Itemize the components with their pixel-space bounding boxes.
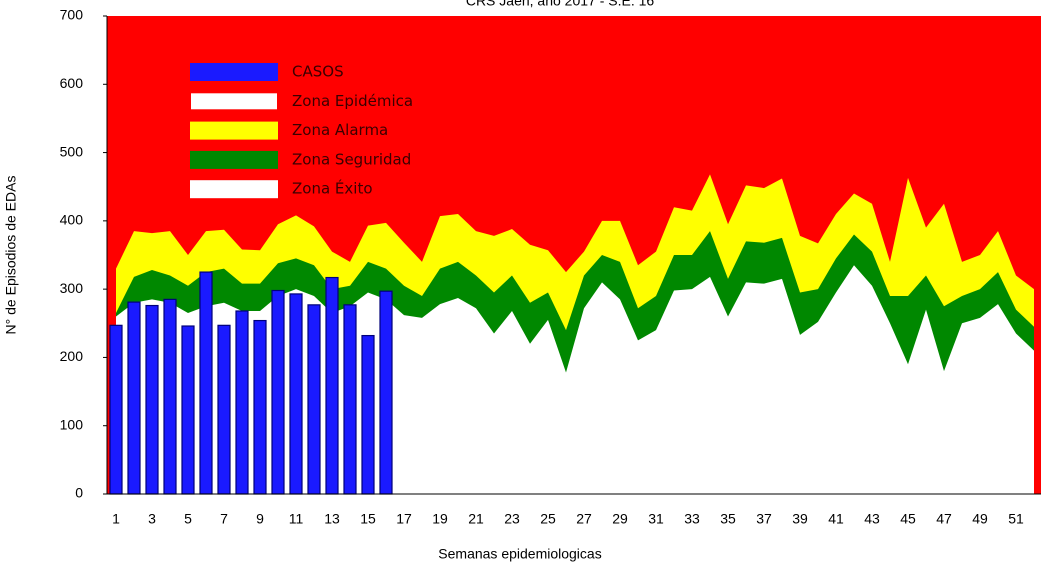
x-tick-label: 49 [972, 511, 988, 527]
x-tick-label: 17 [396, 511, 412, 527]
x-tick-label: 19 [432, 511, 448, 527]
x-axis-label: Semanas epidemiologicas [438, 546, 601, 562]
bar [235, 310, 249, 495]
y-axis-label: N° de Episodios de EDAs [3, 176, 19, 335]
x-tick-label: 31 [648, 511, 664, 527]
x-tick-label: 5 [184, 511, 192, 527]
legend-label: Zona Éxito [292, 179, 373, 198]
y-tick-label: 0 [75, 485, 83, 501]
bar [199, 271, 213, 495]
x-tick-label: 13 [324, 511, 340, 527]
x-tick-label: 9 [256, 511, 264, 527]
bar [325, 276, 339, 495]
x-tick-label: 35 [720, 511, 736, 527]
legend-label: Zona Alarma [292, 121, 388, 139]
bar [145, 304, 159, 495]
x-tick-label: 41 [828, 511, 844, 527]
x-tick-label: 11 [289, 511, 304, 527]
y-tick-label: 200 [60, 348, 84, 364]
x-tick-label: 29 [612, 511, 628, 527]
x-tick-label: 39 [792, 511, 808, 527]
bar [379, 290, 393, 495]
bar [343, 304, 357, 495]
legend-swatch [190, 121, 278, 140]
bar [181, 325, 195, 495]
y-tick-label: 600 [60, 75, 84, 91]
bar [127, 301, 141, 495]
legend-swatch [190, 150, 278, 169]
y-tick-label: 100 [60, 416, 84, 432]
y-tick-label: 300 [60, 280, 84, 296]
x-tick-label: 23 [504, 511, 520, 527]
legend-label: Zona Epidémica [292, 92, 413, 110]
x-tick-label: 47 [936, 511, 952, 527]
legend-swatch [190, 63, 278, 81]
x-tick-label: 27 [576, 511, 592, 527]
bar [163, 298, 177, 495]
x-tick-label: 1 [112, 511, 120, 527]
chart-title: CRS Jaén, año 2017 - S.E. 16 [466, 0, 655, 9]
y-tick-label: 700 [60, 7, 84, 23]
bar [289, 293, 303, 495]
bar [217, 324, 231, 495]
x-tick-label: 43 [864, 511, 880, 527]
x-tick-label: 33 [684, 511, 700, 527]
x-tick-label: 3 [148, 511, 156, 527]
x-tick-label: 51 [1008, 511, 1024, 527]
bar [361, 334, 375, 495]
x-tick-label: 37 [756, 511, 772, 527]
legend-swatch [190, 180, 278, 199]
bar [253, 319, 267, 495]
x-tick-label: 25 [540, 511, 556, 527]
bar [307, 304, 321, 495]
legend-swatch [189, 91, 279, 112]
x-tick-label: 7 [220, 511, 228, 527]
x-tick-label: 15 [360, 511, 376, 527]
legend-label: CASOS [292, 63, 344, 81]
bar [109, 324, 123, 495]
x-tick-label: 45 [900, 511, 916, 527]
x-tick-label: 21 [468, 511, 484, 527]
y-tick-label: 400 [60, 212, 84, 228]
y-tick-label: 500 [60, 143, 84, 159]
legend-label: Zona Seguridad [292, 150, 411, 168]
bar [271, 289, 285, 495]
